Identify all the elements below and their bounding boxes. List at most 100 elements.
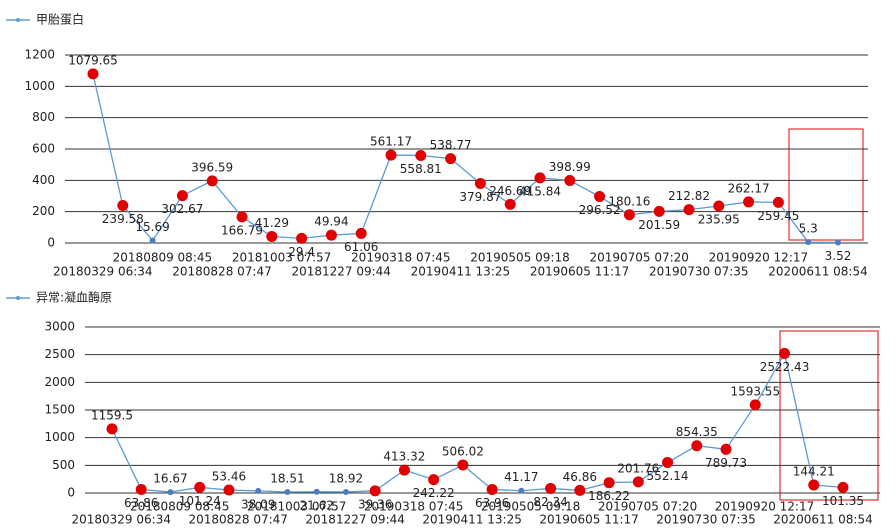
data-label: 415.84 xyxy=(519,184,561,198)
x-tick-label: 20190730 07:35 xyxy=(656,513,755,527)
data-label: 63.96 xyxy=(475,496,509,510)
data-point xyxy=(313,488,320,495)
data-label: 561.17 xyxy=(370,135,412,149)
data-point xyxy=(398,464,410,476)
data-label: 166.79 xyxy=(221,223,263,237)
x-tick-label: 20190920 12:17 xyxy=(715,500,814,514)
data-point xyxy=(713,200,725,212)
data-label: 18.92 xyxy=(329,471,363,485)
data-point xyxy=(445,153,457,165)
y-tick-label: 800 xyxy=(32,110,55,124)
data-label: 38.09 xyxy=(241,497,275,511)
data-point xyxy=(564,174,576,186)
data-label: 186.22 xyxy=(588,489,630,503)
data-label: 41.17 xyxy=(504,470,538,484)
x-tick-label: 20180828 07:47 xyxy=(172,265,271,279)
data-point xyxy=(236,211,248,223)
x-tick-label: 20190411 13:25 xyxy=(422,513,521,527)
data-label: 262.17 xyxy=(728,181,770,195)
x-tick-label: 20190920 12:17 xyxy=(709,251,808,265)
data-point xyxy=(385,149,397,161)
data-point xyxy=(683,204,695,216)
data-point xyxy=(632,476,644,488)
data-point xyxy=(534,172,546,184)
data-label: 21.62 xyxy=(300,498,334,512)
data-point xyxy=(428,474,440,486)
data-point xyxy=(457,459,469,471)
data-label: 246.69 xyxy=(489,184,531,198)
data-point xyxy=(149,237,156,244)
data-point xyxy=(720,443,732,455)
x-tick-label: 20180809 08:45 xyxy=(130,500,229,514)
data-label: 61.06 xyxy=(344,240,378,254)
data-point xyxy=(325,229,337,241)
y-tick-label: 200 xyxy=(32,204,55,218)
x-tick-label: 20181003 07:57 xyxy=(232,251,331,265)
data-point xyxy=(167,489,174,496)
data-label: 101.24 xyxy=(179,494,221,508)
data-label: 396.59 xyxy=(191,160,233,174)
data-point xyxy=(415,149,427,161)
data-point xyxy=(772,196,784,208)
data-point xyxy=(117,199,129,211)
highlight-box xyxy=(788,128,864,241)
data-point xyxy=(594,191,606,203)
x-tick-label: 20181227 09:44 xyxy=(291,265,390,279)
data-label: 46.86 xyxy=(563,470,597,484)
x-tick-label: 20190411 13:25 xyxy=(411,265,510,279)
y-tick-label: 1000 xyxy=(24,79,55,93)
x-tick-label: 20190318 07:45 xyxy=(364,500,463,514)
legend-label: 甲胎蛋白 xyxy=(36,12,84,27)
data-label: 1079.65 xyxy=(68,53,118,67)
y-tick-label: 1000 xyxy=(44,430,75,444)
data-point xyxy=(87,68,99,80)
x-tick-label: 20180809 08:45 xyxy=(113,251,212,265)
data-label: 259.45 xyxy=(757,209,799,223)
data-point xyxy=(835,239,841,246)
data-label: 39.36 xyxy=(358,497,392,511)
data-label: 854.35 xyxy=(676,425,718,439)
x-tick-label: 20190318 07:45 xyxy=(351,251,450,265)
data-point xyxy=(223,484,235,496)
y-tick-label: 600 xyxy=(32,142,55,156)
data-label: 41.29 xyxy=(255,216,289,230)
data-point xyxy=(255,487,262,494)
data-label: 15.69 xyxy=(135,220,169,234)
data-label: 789.73 xyxy=(705,456,747,470)
y-tick-label: 3000 xyxy=(44,320,75,334)
data-label: 53.46 xyxy=(212,470,246,484)
data-point xyxy=(662,456,674,468)
data-point xyxy=(284,488,291,495)
data-point xyxy=(603,477,615,489)
data-label: 180.16 xyxy=(608,194,650,208)
y-tick-label: 400 xyxy=(32,173,55,187)
x-tick-label: 20180329 06:34 xyxy=(71,513,170,527)
data-point xyxy=(176,190,188,202)
data-label: 212.82 xyxy=(668,189,710,203)
data-point xyxy=(691,440,703,452)
data-label: 49.94 xyxy=(314,215,348,229)
data-label: 101.35 xyxy=(822,494,864,508)
x-tick-label: 20190505 09:18 xyxy=(470,251,569,265)
legend-marker xyxy=(16,296,20,300)
data-point xyxy=(504,198,516,210)
highlight-box xyxy=(779,330,879,501)
x-tick-label: 20190605 11:17 xyxy=(539,513,638,527)
data-point xyxy=(805,239,812,246)
data-label: 3.52 xyxy=(825,249,852,263)
x-tick-label: 20181003 07:57 xyxy=(247,500,346,514)
data-point xyxy=(574,484,586,496)
data-label: 29.4 xyxy=(288,245,315,259)
data-label: 201.76 xyxy=(617,461,659,475)
data-label: 1593.55 xyxy=(730,384,780,398)
data-label: 16.67 xyxy=(153,472,187,486)
data-label: 506.02 xyxy=(442,445,484,459)
data-label: 296.52 xyxy=(579,203,621,217)
data-label: 18.51 xyxy=(270,471,304,485)
x-tick-label: 20180828 07:47 xyxy=(188,513,287,527)
x-tick-label: 20190505 09:18 xyxy=(481,500,580,514)
data-label: 413.32 xyxy=(383,450,425,464)
data-point xyxy=(623,209,635,221)
data-point xyxy=(342,488,349,495)
